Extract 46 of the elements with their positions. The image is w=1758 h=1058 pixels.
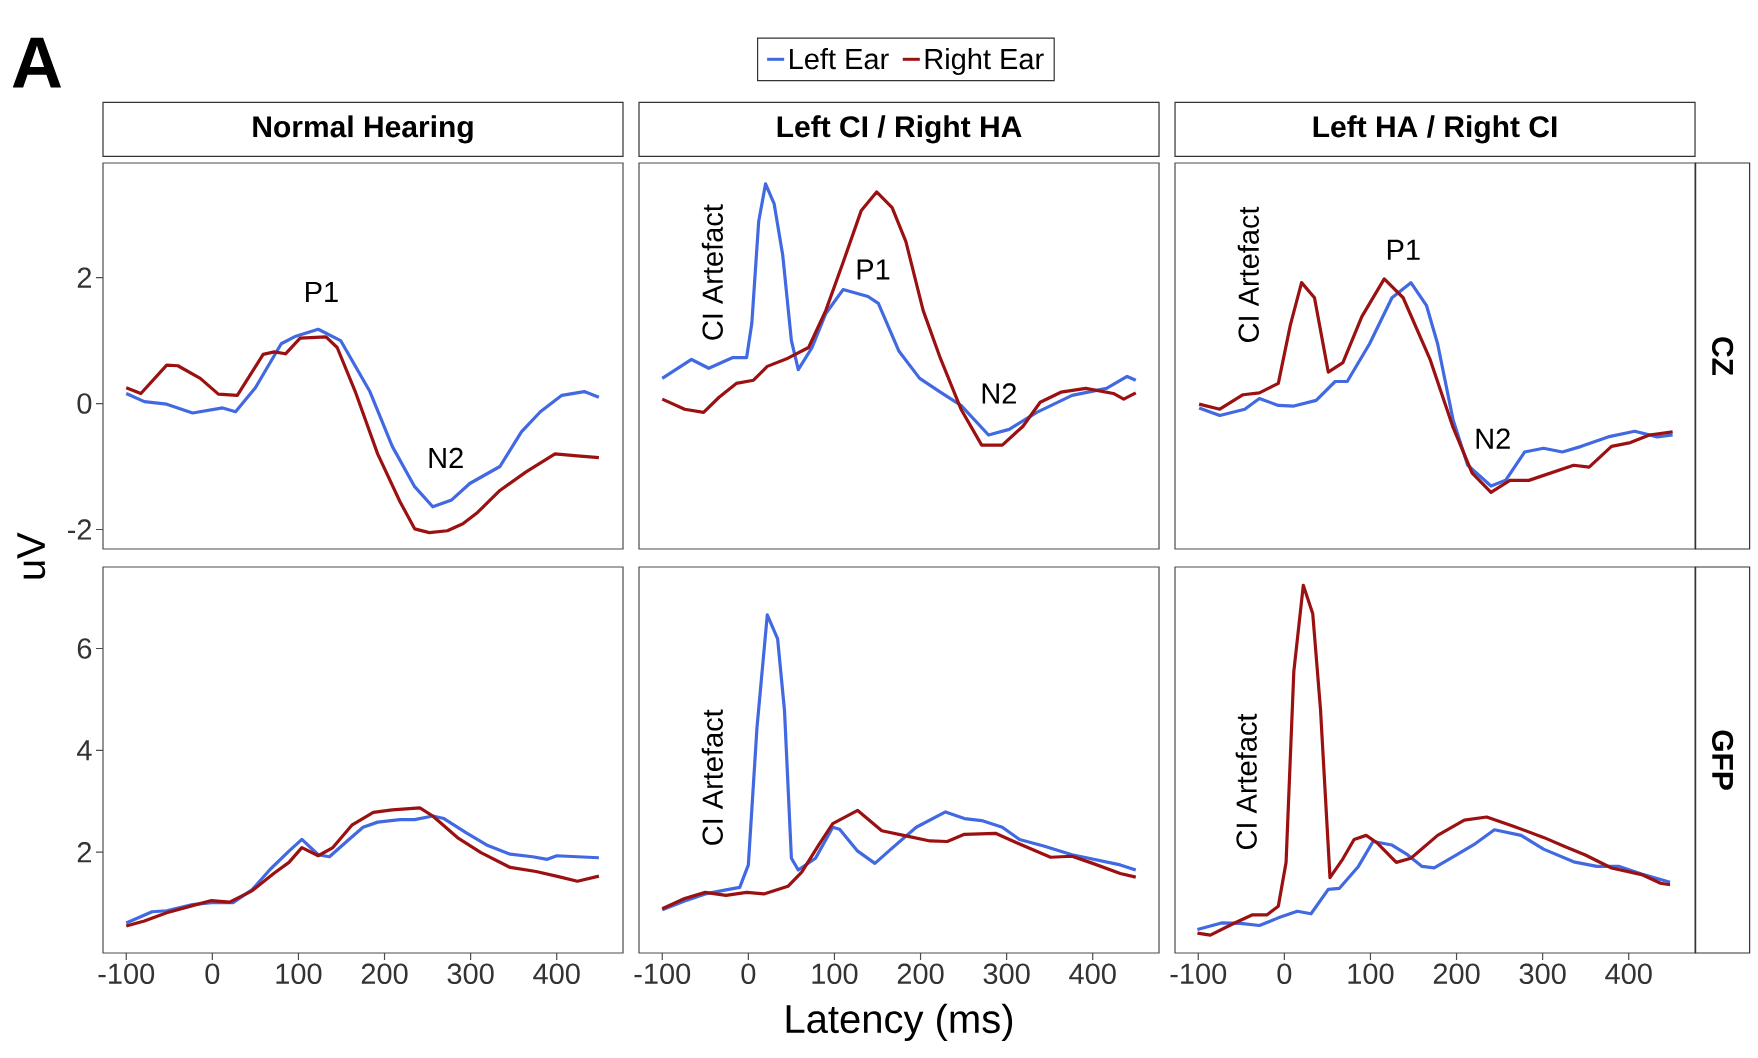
y2-axis-title: GFP <box>1712 730 1734 790</box>
y-axis-title: uV <box>17 532 46 579</box>
x-tick-label: 100 <box>1348 963 1394 985</box>
legend-label: Right Ear <box>925 48 1044 76</box>
x-tick-label: 100 <box>276 963 322 985</box>
annotation: N2 <box>429 447 463 469</box>
annotation: P1 <box>1387 239 1420 260</box>
y-tick-label: 4 <box>77 740 92 761</box>
annotation: P1 <box>306 281 338 302</box>
chart-title: Left CI / Right HA <box>777 115 1022 144</box>
annotation: N2 <box>982 383 1016 404</box>
chart-title: Left HA / Right CI <box>1313 115 1557 144</box>
x-tick-label: 0 <box>1277 963 1292 985</box>
line-series <box>124 327 601 509</box>
x-tick-label: 200 <box>1433 963 1480 985</box>
y-tick-label: 6 <box>77 638 92 659</box>
y-tick-label: 0 <box>77 393 92 414</box>
y-tick-label: -2 <box>67 519 92 540</box>
x-tick-label: 200 <box>361 963 408 985</box>
y-tick-label: 2 <box>77 267 92 288</box>
x-tick-label: 200 <box>897 963 944 985</box>
chart-title: Normal Hearing <box>253 115 473 144</box>
x-tick-label: 400 <box>1605 963 1652 985</box>
x-tick-label: 300 <box>983 963 1030 985</box>
y-tick-label: 2 <box>77 842 92 863</box>
legend-label: Left Ear <box>790 48 889 70</box>
annotation: CI Artefact <box>1235 713 1257 850</box>
annotation: N2 <box>1476 428 1510 449</box>
y2-axis-title: CZ <box>1712 337 1734 376</box>
x-axis-title: Latency (ms) <box>786 1003 1013 1042</box>
x-tick-label: 400 <box>1069 963 1116 985</box>
annotation: P1 <box>857 259 890 280</box>
text: A <box>12 37 62 88</box>
x-tick-label: 0 <box>741 963 756 985</box>
x-tick-label: -100 <box>634 963 691 985</box>
x-tick-label: 0 <box>205 963 220 985</box>
annotation: CI Artefact <box>1237 206 1259 342</box>
annotation: CI Artefact <box>701 709 723 845</box>
x-tick-label: 300 <box>1519 963 1566 985</box>
x-tick-label: -100 <box>1170 963 1227 985</box>
line-series <box>124 335 601 535</box>
x-tick-label: 300 <box>447 963 494 985</box>
x-tick-label: 100 <box>812 963 858 985</box>
x-tick-label: 400 <box>533 963 580 985</box>
annotation: CI Artefact <box>701 204 723 340</box>
x-tick-label: -100 <box>98 963 155 985</box>
